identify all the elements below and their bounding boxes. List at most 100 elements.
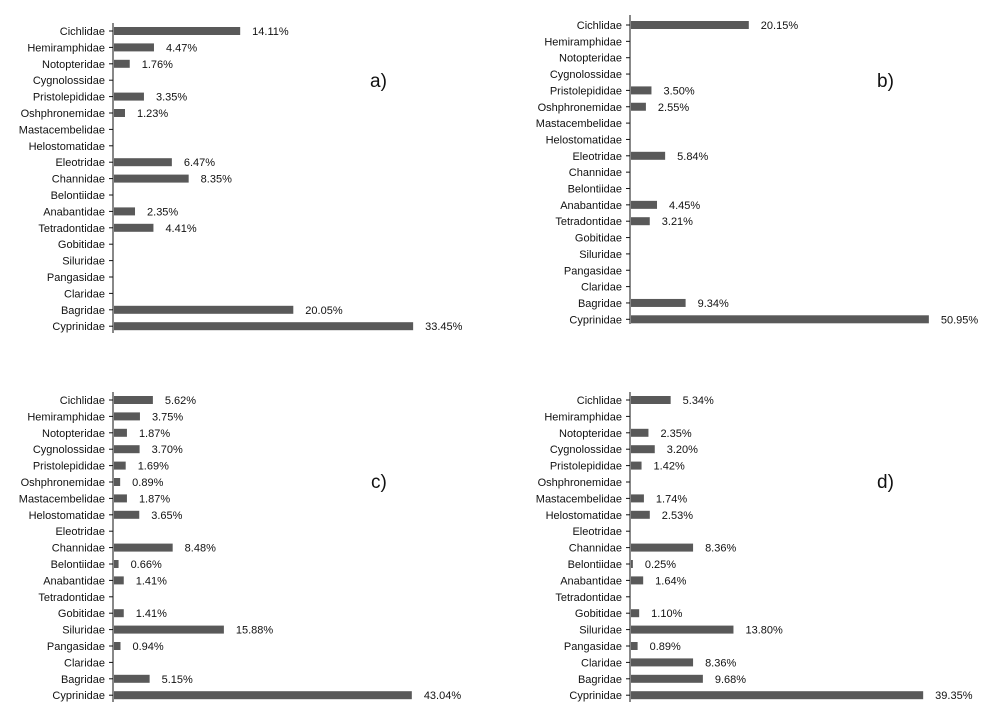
data-label: 1.74%: [656, 493, 687, 505]
category-label: Siluridae: [579, 249, 622, 261]
bar: [114, 412, 140, 421]
category-label: Mastacembelidae: [19, 493, 105, 505]
data-label: 50.95%: [941, 314, 979, 326]
bar: [114, 543, 173, 552]
bar: [631, 461, 642, 470]
category-label: Cygnolossidae: [550, 444, 622, 456]
bar: [114, 92, 144, 101]
data-label: 20.05%: [305, 305, 343, 317]
category-label: Hemiramphidae: [27, 42, 105, 54]
category-label: Hemiramphidae: [544, 36, 622, 48]
data-label: 3.75%: [152, 411, 183, 423]
category-label: Pristolepididae: [33, 461, 105, 473]
category-label: Pristolepididae: [550, 85, 622, 97]
category-label: Pangasidae: [564, 641, 622, 653]
category-label: Claridae: [581, 657, 622, 669]
category-label: Cichlidae: [577, 20, 622, 32]
data-label: 5.34%: [683, 395, 714, 407]
category-label: Tetradontidae: [38, 592, 105, 604]
bar: [114, 691, 412, 700]
chart-panel-1: Cichlidae 14.11% Hemiramphidae 4.47% Notopte…: [19, 23, 463, 333]
category-label: Mastacembelidae: [19, 124, 105, 136]
bar: [114, 510, 140, 519]
category-label: Cygnolossidae: [33, 75, 105, 87]
panel-label: d): [877, 472, 894, 493]
data-label: 43.04%: [424, 690, 462, 702]
category-label: Eleotridae: [572, 526, 622, 538]
category-label: Anabantidae: [43, 575, 105, 587]
bar: [631, 315, 929, 324]
category-label: Eleotridae: [55, 526, 105, 538]
data-label: 15.88%: [236, 625, 274, 637]
category-label: Anabantidae: [560, 200, 622, 212]
category-label: Bagridae: [578, 674, 622, 686]
bar: [631, 298, 686, 307]
bar: [631, 560, 633, 568]
data-label: 1.64%: [655, 575, 686, 587]
category-label: Eleotridae: [572, 151, 622, 163]
data-label: 5.62%: [165, 395, 196, 407]
category-label: Belontiidae: [568, 184, 622, 196]
category-label: Anabantidae: [560, 575, 622, 587]
bar: [114, 478, 121, 486]
data-label: 13.80%: [745, 625, 783, 637]
data-label: 1.69%: [138, 461, 169, 473]
bar: [631, 543, 694, 552]
bar: [114, 207, 136, 216]
data-label: 33.45%: [425, 321, 463, 333]
bar: [114, 445, 140, 454]
category-label: Cyprinidae: [52, 690, 105, 702]
panel-label: b): [877, 71, 894, 92]
bar: [631, 494, 644, 503]
category-label: Gobitidae: [575, 608, 622, 620]
category-label: Belontiidae: [568, 559, 622, 571]
data-label: 4.45%: [669, 200, 700, 212]
bar: [631, 691, 924, 700]
bar: [631, 625, 734, 634]
category-label: Gobitidae: [575, 233, 622, 245]
category-label: Pangasidae: [47, 641, 105, 653]
panel-label: a): [370, 71, 387, 92]
category-label: Belontiidae: [51, 559, 105, 571]
bar: [114, 461, 126, 470]
category-label: Cyprinidae: [569, 690, 622, 702]
category-label: Bagridae: [61, 305, 105, 317]
data-label: 8.36%: [705, 543, 736, 555]
bar: [114, 674, 150, 683]
data-label: 3.21%: [662, 216, 693, 228]
category-label: Mastacembelidae: [536, 493, 622, 505]
bar: [631, 658, 694, 667]
category-label: Hemiramphidae: [27, 411, 105, 423]
chart-panel-2: Cichlidae 20.15% Hemiramphidae Notopteridae…: [536, 15, 979, 326]
data-label: 1.42%: [654, 461, 685, 473]
bar: [631, 102, 646, 111]
data-label: 39.35%: [935, 690, 973, 702]
data-label: 1.41%: [136, 608, 167, 620]
category-label: Oshphronemidae: [21, 477, 105, 489]
category-label: Cichlidae: [60, 395, 105, 407]
bar: [114, 642, 121, 650]
category-label: Helostomatidae: [29, 141, 105, 153]
data-label: 3.35%: [156, 92, 187, 104]
bar: [114, 428, 127, 437]
category-label: Channidae: [569, 543, 622, 555]
bar: [631, 642, 638, 650]
data-label: 8.36%: [705, 657, 736, 669]
bar: [114, 43, 154, 52]
category-label: Belontiidae: [51, 190, 105, 202]
category-label: Notopteridae: [42, 428, 105, 440]
data-label: 0.94%: [133, 641, 164, 653]
bar: [631, 200, 658, 209]
category-label: Gobitidae: [58, 239, 105, 251]
bar: [631, 674, 703, 683]
data-label: 6.47%: [184, 157, 215, 169]
bar: [114, 322, 414, 331]
category-label: Pristolepididae: [33, 92, 105, 104]
data-label: 3.20%: [667, 444, 698, 456]
category-label: Eleotridae: [55, 157, 105, 169]
category-label: Notopteridae: [559, 53, 622, 65]
category-label: Cygnolossidae: [33, 444, 105, 456]
bar: [114, 494, 127, 503]
data-label: 0.89%: [132, 477, 163, 489]
